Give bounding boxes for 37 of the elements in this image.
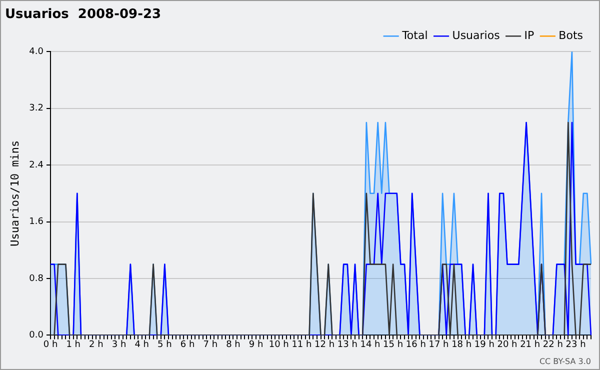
x-tick-label: 15 h <box>383 340 404 350</box>
legend-label: Usuarios <box>452 28 500 42</box>
x-tick-label: 18 h <box>452 340 472 350</box>
x-tick-label: 3 h <box>112 340 126 350</box>
y-tick-label: 2.4 <box>29 160 44 170</box>
x-tick-label: 1 h <box>66 340 80 350</box>
x-tick-label: 20 h <box>497 340 518 350</box>
y-tick-label: 3.2 <box>29 104 44 114</box>
y-tick-label: 1.6 <box>29 217 44 228</box>
x-tick-label: 22 h <box>542 340 563 350</box>
x-tick-label: 9 h <box>248 340 264 350</box>
x-tick-label: 5 h <box>158 340 172 350</box>
x-tick-label: 17 h <box>428 340 449 350</box>
y-tick-label: 0.0 <box>29 330 44 341</box>
legend-label: Bots <box>558 28 584 42</box>
x-tick-label: 0 h <box>43 340 58 350</box>
x-tick-label: 14 h <box>360 340 380 350</box>
text: CC BY-SA 3.0 <box>539 357 591 366</box>
x-tick-label: 6 h <box>180 340 195 350</box>
x-tick-label: 11 h <box>292 340 312 350</box>
x-tick-label: 2 h <box>89 340 104 350</box>
x-tick-label: 13 h <box>337 340 358 350</box>
x-tick-label: 21 h <box>520 340 540 350</box>
x-tick-label: 12 h <box>314 340 335 350</box>
legend-label: Total <box>401 28 428 42</box>
y-tick-label: 0.8 <box>29 274 44 284</box>
y-axis-title: Usuarios/10 mins <box>8 140 22 246</box>
y-tick-label: 4.0 <box>29 46 44 57</box>
x-tick-label: 7 h <box>203 340 218 350</box>
chart-title: Usuarios 2008-09-23 <box>5 7 162 22</box>
x-tick-label: 4 h <box>134 340 150 350</box>
legend-label: IP <box>524 28 535 42</box>
x-tick-label: 10 h <box>268 340 289 350</box>
x-tick-label: 8 h <box>226 340 240 350</box>
x-tick-label: 16 h <box>406 340 426 350</box>
x-tick-label: 23 h <box>566 340 586 350</box>
x-tick-label: 19 h <box>474 340 494 350</box>
